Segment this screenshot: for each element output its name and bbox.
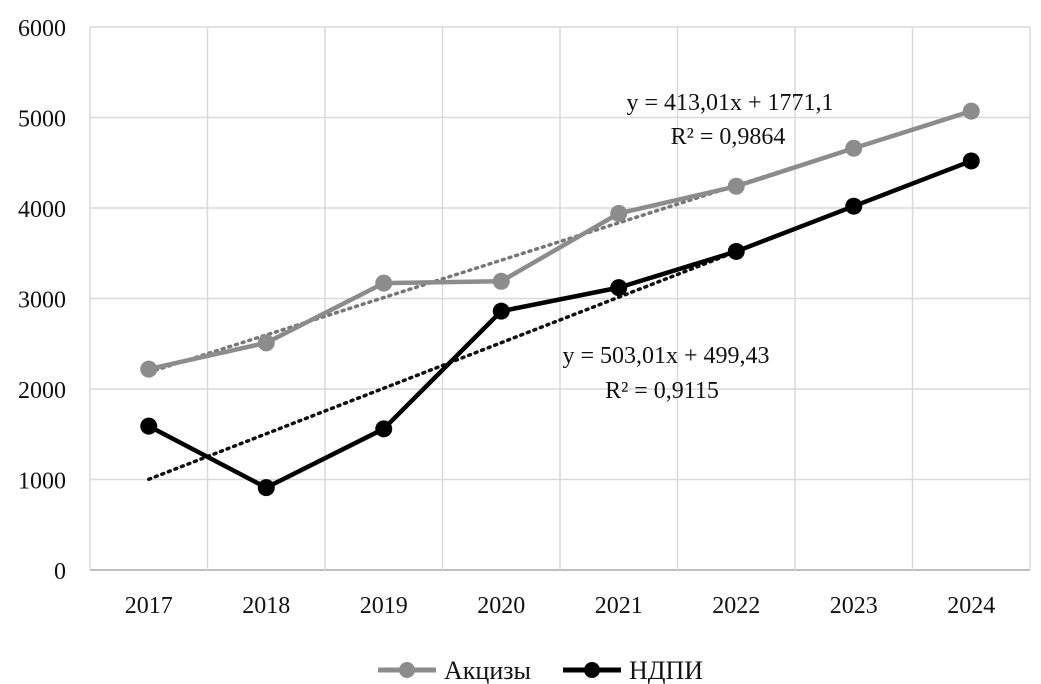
legend-label-ndpi: НДПИ bbox=[629, 656, 703, 684]
x-axis-ticks: 2017 2018 2019 2020 2021 2022 2023 2024 bbox=[125, 593, 996, 619]
series-markers bbox=[140, 102, 980, 497]
data-point-1-2 bbox=[375, 420, 393, 438]
data-point-1-7 bbox=[962, 152, 980, 170]
data-point-1-1 bbox=[257, 479, 275, 497]
y-tick-label: 6000 bbox=[18, 16, 66, 42]
series-line-1 bbox=[147, 158, 973, 490]
legend: Акцизы НДПИ bbox=[378, 656, 703, 684]
x-tick-label: 2023 bbox=[830, 593, 878, 619]
trendline-equations: y = 413,01x + 1771,1 R² = 0,9864 y = 503… bbox=[562, 90, 833, 404]
y-tick-label: 3000 bbox=[18, 288, 66, 314]
x-tick-label: 2024 bbox=[947, 593, 995, 619]
trendline-equation-aktsizy: y = 413,01x + 1771,1 bbox=[626, 90, 833, 116]
grid-layer bbox=[89, 26, 1031, 571]
data-point-1-3 bbox=[492, 302, 510, 320]
legend-marker-aktsizy bbox=[399, 662, 415, 678]
y-axis-ticks: 0 1000 2000 3000 4000 5000 6000 bbox=[18, 16, 66, 585]
x-tick-label: 2022 bbox=[712, 593, 760, 619]
x-tick-label: 2018 bbox=[242, 593, 290, 619]
data-point-0-1 bbox=[257, 334, 275, 352]
data-point-0-4 bbox=[610, 204, 628, 222]
series-line-0 bbox=[148, 109, 972, 372]
trendline-r2-aktsizy: R² = 0,9864 bbox=[671, 124, 786, 150]
x-tick-label: 2021 bbox=[595, 593, 643, 619]
data-point-1-5 bbox=[727, 242, 745, 260]
x-tick-label: 2017 bbox=[125, 593, 173, 619]
y-tick-label: 2000 bbox=[18, 378, 66, 404]
data-point-0-0 bbox=[140, 360, 158, 378]
data-point-1-6 bbox=[845, 197, 863, 215]
y-tick-label: 4000 bbox=[18, 197, 66, 223]
x-tick-label: 2020 bbox=[477, 593, 525, 619]
y-tick-label: 5000 bbox=[18, 107, 66, 133]
data-point-0-5 bbox=[727, 177, 745, 195]
x-tick-label: 2019 bbox=[360, 593, 408, 619]
series-lines bbox=[147, 109, 973, 490]
y-tick-label: 1000 bbox=[18, 469, 66, 495]
data-point-1-0 bbox=[140, 417, 158, 435]
data-point-0-2 bbox=[375, 274, 393, 292]
data-point-0-3 bbox=[492, 272, 510, 290]
data-point-0-7 bbox=[962, 102, 980, 120]
data-point-1-4 bbox=[610, 279, 628, 297]
legend-label-aktsizy: Акцизы bbox=[444, 656, 531, 684]
legend-marker-ndpi bbox=[584, 662, 600, 678]
trendline-r2-ndpi: R² = 0,9115 bbox=[605, 378, 719, 404]
trendline-equation-ndpi: y = 503,01x + 499,43 bbox=[562, 343, 769, 369]
y-tick-label: 0 bbox=[54, 559, 66, 585]
data-point-0-6 bbox=[845, 139, 863, 157]
